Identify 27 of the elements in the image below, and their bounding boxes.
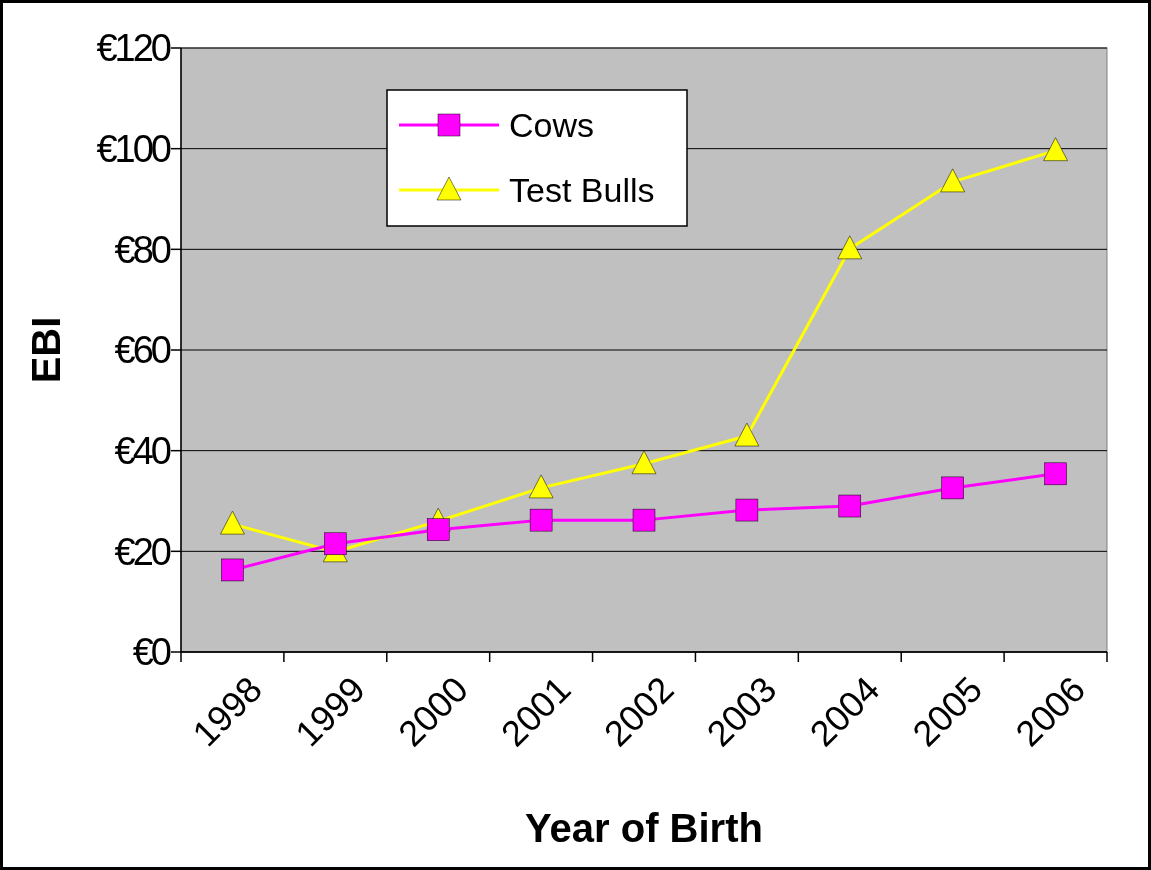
y-axis-title: EBI [24,316,68,384]
point [1043,137,1068,161]
point [631,450,657,474]
point [734,422,760,447]
point [632,508,656,532]
point [941,476,964,500]
point [940,168,965,193]
y-tick-label: €0 [132,631,171,674]
x-axis-title: Year of Birth [525,806,763,850]
y-tick-label: €20 [114,530,171,573]
y-tick-label: €100 [96,127,171,170]
point [735,498,759,522]
y-tick-label: €120 [96,27,171,70]
point [528,474,554,499]
legend-label: Cows [509,105,595,144]
point [324,532,347,556]
point [220,510,245,535]
point [529,508,553,532]
y-tick-label: €60 [114,329,171,372]
point [1044,462,1067,486]
point [837,235,863,260]
y-tick-label: €80 [114,228,171,271]
legend-label: Test Bulls [509,170,655,209]
point [426,518,450,541]
point [838,494,862,518]
y-tick-label: €40 [114,429,171,472]
point [221,558,244,582]
